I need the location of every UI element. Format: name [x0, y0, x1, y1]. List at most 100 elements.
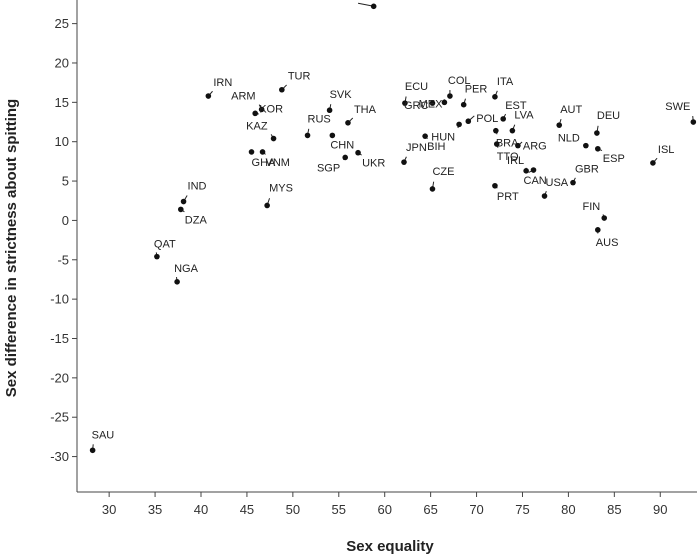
- point-label-svk: SVK: [330, 89, 353, 101]
- data-point-swe: [690, 119, 697, 125]
- x-tick-label: 40: [194, 502, 208, 517]
- point-label-cze: CZE: [432, 166, 454, 178]
- data-point-mex: [441, 99, 448, 106]
- point-label-kor: KOR: [259, 103, 283, 115]
- y-tick-label: 5: [62, 174, 69, 189]
- x-tick-label: 90: [653, 502, 667, 517]
- y-tick-label: 10: [55, 134, 69, 149]
- point-label-irl: IRL: [507, 155, 524, 167]
- point-label-usa: USA: [546, 177, 569, 189]
- x-tick-label: 85: [607, 502, 621, 517]
- point-label-dza: DZA: [185, 214, 208, 226]
- point-label-ita: ITA: [497, 76, 514, 88]
- point-label-qat: QAT: [154, 239, 176, 251]
- x-axis-title: Sex equality: [346, 538, 434, 555]
- x-tick-label: 70: [469, 502, 483, 517]
- y-tick-label: 25: [55, 16, 69, 31]
- data-point-arg: [515, 142, 521, 149]
- point-label-isl: ISL: [658, 144, 675, 156]
- y-tick-label: -10: [50, 292, 69, 307]
- data-point-grc: [429, 100, 436, 106]
- point-label-tto: TTO: [497, 151, 519, 163]
- point-label-lva: LVA: [514, 110, 534, 122]
- point-label-gha: GHA: [252, 157, 277, 169]
- data-point-gha: [248, 149, 255, 155]
- ticks: 30 35 40 45 50 55 60 65 70 75 80 85 90-30-25-20-15-1…: [50, 16, 667, 517]
- point-label-irn: IRN: [213, 77, 232, 89]
- point-label-sau: SAU: [92, 429, 115, 441]
- y-tick-label: 15: [55, 95, 69, 110]
- data-point-arm: [258, 106, 265, 113]
- data-point-nga: [174, 279, 180, 285]
- data-point-fin: [601, 215, 608, 221]
- point-label-ind: IND: [188, 181, 207, 193]
- point-label-tur: TUR: [288, 71, 311, 83]
- data-point-tha: [345, 120, 351, 126]
- data-point-irl: [523, 168, 529, 174]
- point-label-aus: AUS: [596, 237, 619, 249]
- data-point-col: [447, 93, 453, 99]
- data-point-can: [530, 167, 537, 173]
- point-label-sgp: SGP: [317, 162, 340, 174]
- data-point-rus: [304, 132, 311, 139]
- data-point-ecu: [402, 100, 408, 106]
- y-tick-label: -15: [50, 331, 69, 346]
- point-label-can: CAN: [524, 175, 547, 187]
- data-point-per: [460, 101, 467, 108]
- point-label-chn: CHN: [330, 139, 354, 151]
- data-point-hun: [456, 121, 462, 128]
- point-label-swe: SWE: [665, 101, 690, 113]
- point-label-col: COL: [448, 75, 471, 87]
- x-tick-label: 30: [102, 502, 116, 517]
- y-tick-label: -30: [50, 449, 69, 464]
- data-point-vnm: [259, 149, 266, 155]
- data-point-cze: [429, 186, 436, 192]
- data-point-bra: [493, 127, 499, 134]
- point-label-jpn: JPN: [406, 142, 427, 154]
- x-tick-label: 60: [377, 502, 391, 517]
- point-label-deu: DEU: [597, 110, 620, 122]
- data-point-irn: [205, 93, 212, 99]
- point-label-tha: THA: [354, 104, 377, 116]
- point-label-bra: BRA: [496, 138, 519, 150]
- point-label-nld: NLD: [558, 133, 580, 145]
- data-point-chn: [329, 132, 336, 139]
- data-point-chl: [370, 3, 377, 10]
- x-tick-label: 50: [286, 502, 300, 517]
- y-tick-label: -5: [57, 252, 69, 267]
- axes: [76, 0, 697, 493]
- data-point-jpn: [401, 159, 407, 165]
- point-label-rus: RUS: [308, 113, 331, 125]
- data-point-aus: [595, 227, 601, 233]
- data-point-usa: [541, 193, 548, 199]
- x-tick-label: 45: [240, 502, 254, 517]
- data-point-deu: [594, 130, 600, 136]
- point-label-gbr: GBR: [575, 164, 599, 176]
- point-label-grc: GRC: [404, 100, 429, 112]
- x-tick-label: 80: [561, 502, 575, 517]
- data-point-sgp: [342, 154, 349, 161]
- data-point-tto: [493, 141, 500, 147]
- y-tick-label: -25: [50, 410, 69, 425]
- data-point-mys: [264, 202, 270, 209]
- point-label-arg: ARG: [523, 141, 547, 153]
- point-label-pol: POL: [476, 113, 498, 125]
- point-label-chl: CHL: [324, 0, 346, 2]
- x-tick-label: 55: [332, 502, 346, 517]
- point-label-esp: ESP: [603, 153, 625, 165]
- y-tick-label: 20: [55, 55, 69, 70]
- data-point-nld: [583, 142, 589, 149]
- data-point-ita: [492, 94, 498, 100]
- point-label-per: PER: [465, 84, 488, 96]
- data-point-dza: [177, 206, 184, 213]
- point-label-hun: HUN: [431, 131, 455, 143]
- data-point-gbr: [570, 179, 576, 186]
- data-point-lva: [509, 127, 516, 134]
- y-tick-label: -20: [50, 370, 69, 385]
- y-tick-label: 0: [62, 213, 69, 228]
- point-label-arm: ARM: [231, 90, 255, 102]
- data-point-pol: [465, 118, 472, 125]
- data-point-tur: [279, 86, 285, 93]
- data-point-aut: [556, 122, 563, 128]
